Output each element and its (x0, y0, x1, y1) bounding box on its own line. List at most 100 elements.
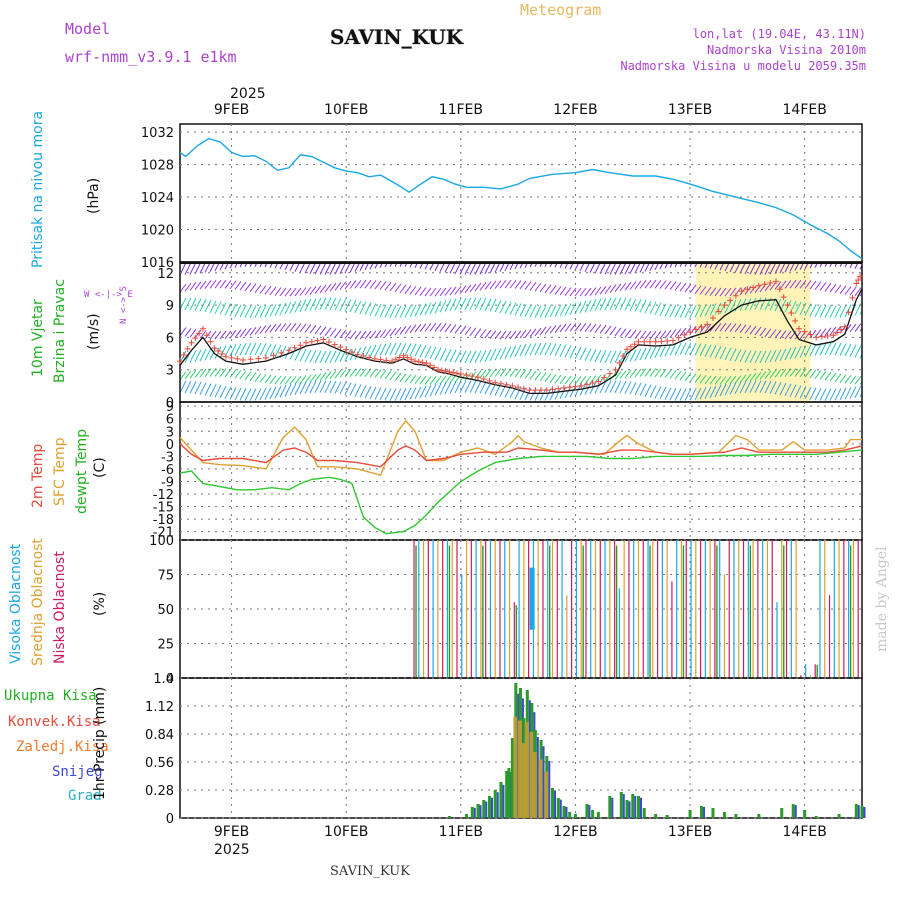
panel-wind: 0 3 6 9 12 (157, 261, 864, 411)
precip-frz-bar-12 (517, 720, 522, 818)
precip-snow-bar-17 (542, 746, 545, 818)
precip-snow-bar-31 (639, 797, 642, 818)
label-precip-unit: 1hr Precip (mm) (92, 687, 108, 800)
temperature-frame (179, 401, 863, 541)
precip-snow-bar-27 (611, 797, 614, 818)
precip-snow-bar-47 (863, 806, 866, 818)
cloud-high-block (529, 567, 535, 630)
precip-bar-26 (596, 812, 600, 818)
x-tick-bottom-0: 9FEB (214, 824, 249, 840)
precip-bar-46 (854, 804, 858, 818)
precip-snow-bar-18 (548, 760, 551, 818)
precip-snow-bar-2 (473, 807, 476, 818)
precip-bar-39 (734, 814, 738, 818)
precip-bar-36 (700, 806, 704, 818)
precip-frz-bar-11 (513, 716, 518, 818)
precip-bar-10 (510, 738, 514, 818)
precip-bar-33 (654, 814, 658, 818)
x-tick-bottom-3: 12FEB (553, 824, 597, 840)
label-precip-side-5: Grad (68, 788, 102, 804)
clouds-ytick-2: 50 (157, 603, 174, 618)
x-tick-bottom-5: 14FEB (783, 824, 827, 840)
precip-snow-bar-21 (565, 806, 568, 818)
temperature-ytick-9: 6 (166, 413, 174, 428)
pressure-line (179, 137, 863, 260)
precip-frz-bar-14 (524, 722, 529, 818)
precip-snow-bar-16 (536, 737, 539, 818)
precip-frz-bar-18 (544, 771, 549, 818)
x-axis-top: 9FEB 10FEB 11FEB 12FEB 13FEB 14FEB (214, 102, 827, 118)
temperature-ytick-10: 9 (166, 400, 174, 415)
precip-bar-42 (791, 804, 795, 818)
year-bottom: 2025 (214, 842, 250, 858)
precip-bar-45 (837, 814, 841, 818)
precip-bar-27 (608, 796, 612, 818)
precip-bar-32 (642, 808, 646, 818)
pressure-ytick-3: 1028 (141, 159, 174, 174)
wind-compass-h: W <-|-> E (84, 290, 133, 300)
station-title: SAVIN_KUK (330, 25, 464, 49)
temperature-ytick-5: -6 (161, 463, 174, 478)
precip-bar-23 (573, 814, 577, 818)
label-wind-side-2: Brzina i Pravac (52, 279, 68, 383)
panel-pressure: 1016 1020 1024 1028 1032 (141, 123, 863, 271)
clouds-frame (179, 539, 863, 679)
precip-bar-47 (860, 806, 864, 818)
temperature-ytick-2: -15 (153, 501, 174, 516)
precip-frz-bar-15 (529, 731, 534, 818)
wind-ytick-0: 0 (166, 396, 174, 411)
x-tick-top-0: 9FEB (214, 102, 249, 118)
clouds-ytick-3: 75 (157, 569, 174, 584)
precip-ytick-5: 1.4 (153, 672, 174, 687)
meteogram-title: Meteogram (520, 1, 601, 19)
precip-bar-8 (505, 771, 509, 818)
wind-barb-band-6 (180, 380, 862, 401)
precip-snow-bar-42 (794, 805, 797, 818)
temperature-ytick-1: -18 (153, 513, 174, 528)
precip-bar-1 (465, 814, 469, 818)
label-precip-side-1: Ukupna Kisa (4, 688, 97, 704)
panel-precip: 0 0.28 0.56 0.84 1.12 1.4 (145, 672, 866, 827)
precip-bar-38 (722, 812, 726, 818)
precip-bar-31 (636, 796, 640, 818)
x-tick-top-3: 12FEB (553, 102, 597, 118)
model-name: wrf-nmm_v3.9.1 e1km (65, 48, 237, 66)
precip-snow-bar-36 (703, 806, 706, 818)
wind-barb-band-1 (180, 279, 862, 297)
year-top: 2025 (230, 86, 266, 102)
temperature-ytick-6: -3 (161, 450, 174, 465)
label-pressure-unit: (hPa) (86, 178, 102, 214)
precip-bar-24 (585, 804, 589, 818)
precip-snow-bar-28 (622, 794, 625, 818)
label-wind-side-1: 10m Vjetar (30, 299, 46, 377)
x-tick-bottom-2: 11FEB (439, 824, 483, 840)
precip-frz-bar-13 (521, 743, 526, 818)
precip-bar-41 (780, 808, 784, 818)
temperature-ytick-7: 0 (166, 438, 174, 453)
label-precip-side-2: Konvek.Kisa (8, 714, 101, 730)
precip-bar-20 (556, 798, 560, 818)
precip-bar-43 (803, 810, 807, 818)
temperature-ytick-8: 3 (166, 425, 174, 440)
precip-ytick-0: 0 (166, 812, 174, 827)
model-elevation: Nadmorska Visina u modelu 2059.35m (620, 59, 866, 73)
label-cloud-side-2: Srednja Oblacnost (30, 538, 46, 666)
precip-bar-2 (470, 807, 474, 818)
precip-snow-bar-19 (554, 790, 557, 818)
label-precip-side-3: Zaledj.Kisa (16, 739, 109, 755)
precip-bar-0 (447, 816, 451, 818)
clouds-ytick-4: 100 (149, 534, 174, 549)
temp-line-tsfc (179, 419, 862, 477)
label-cloud-unit: (%) (92, 592, 108, 616)
precip-bar-30 (631, 794, 635, 818)
precip-bar-21 (562, 806, 566, 818)
model-label: Model (65, 20, 110, 38)
clouds-ytick-1: 25 (157, 638, 174, 653)
precip-snow-bar-6 (496, 792, 499, 818)
precip-ytick-4: 1.12 (145, 700, 174, 715)
x-tick-bottom-4: 13FEB (668, 824, 712, 840)
precip-bar-34 (665, 815, 669, 818)
clouds-ytick-0: 0 (166, 672, 174, 687)
